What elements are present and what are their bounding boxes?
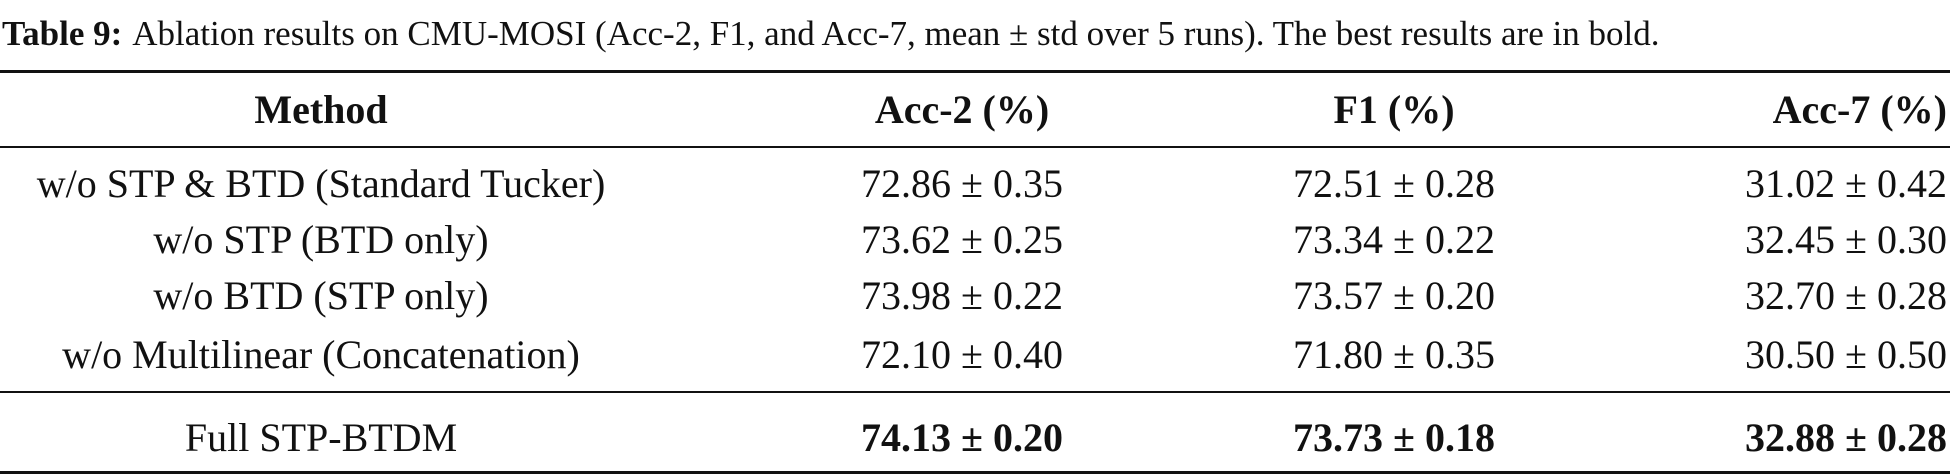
table-cell: 74.13 ± 0.20	[861, 415, 1063, 460]
mid-rule	[0, 391, 1950, 393]
header-cell: Method	[254, 87, 388, 132]
table-cell: 32.45 ± 0.30	[1745, 217, 1947, 262]
caption: Table 9: Ablation results on CMU-MOSI (Ac…	[2, 14, 1659, 54]
table-cell: 72.86 ± 0.35	[861, 161, 1063, 206]
table-cell: 73.57 ± 0.20	[1293, 273, 1495, 318]
table-cell: 30.50 ± 0.50	[1745, 332, 1947, 377]
table-cell: 72.10 ± 0.40	[861, 332, 1063, 377]
table-cell: w/o BTD (STP only)	[153, 273, 489, 318]
table-cell: 73.34 ± 0.22	[1293, 217, 1495, 262]
table-cell: Full STP-BTDM	[184, 415, 458, 460]
caption-text: Ablation results on CMU-MOSI (Acc-2, F1,…	[132, 14, 1660, 53]
top-rule	[0, 70, 1950, 73]
header-rule	[0, 146, 1950, 148]
header-cell: Acc-2 (%)	[874, 87, 1050, 132]
table-cell: 72.51 ± 0.28	[1293, 161, 1495, 206]
table-cell: 73.73 ± 0.18	[1293, 415, 1495, 460]
header-cell: Acc-7 (%)	[1772, 87, 1947, 132]
table-cell: 73.98 ± 0.22	[861, 273, 1063, 318]
caption-label: Table 9:	[2, 14, 123, 53]
table-cell: 31.02 ± 0.42	[1745, 161, 1947, 206]
table-cell: w/o STP (BTD only)	[153, 217, 489, 262]
table-cell: 32.70 ± 0.28	[1745, 273, 1947, 318]
table-cell: w/o Multilinear (Concatenation)	[62, 332, 580, 377]
bottom-rule	[0, 471, 1950, 474]
table-cell: w/o STP & BTD (Standard Tucker)	[36, 161, 606, 206]
header-cell: F1 (%)	[1333, 87, 1455, 132]
table-cell: 73.62 ± 0.25	[861, 217, 1063, 262]
table-cell: 32.88 ± 0.28	[1745, 415, 1947, 460]
table-cell: 71.80 ± 0.35	[1293, 332, 1495, 377]
